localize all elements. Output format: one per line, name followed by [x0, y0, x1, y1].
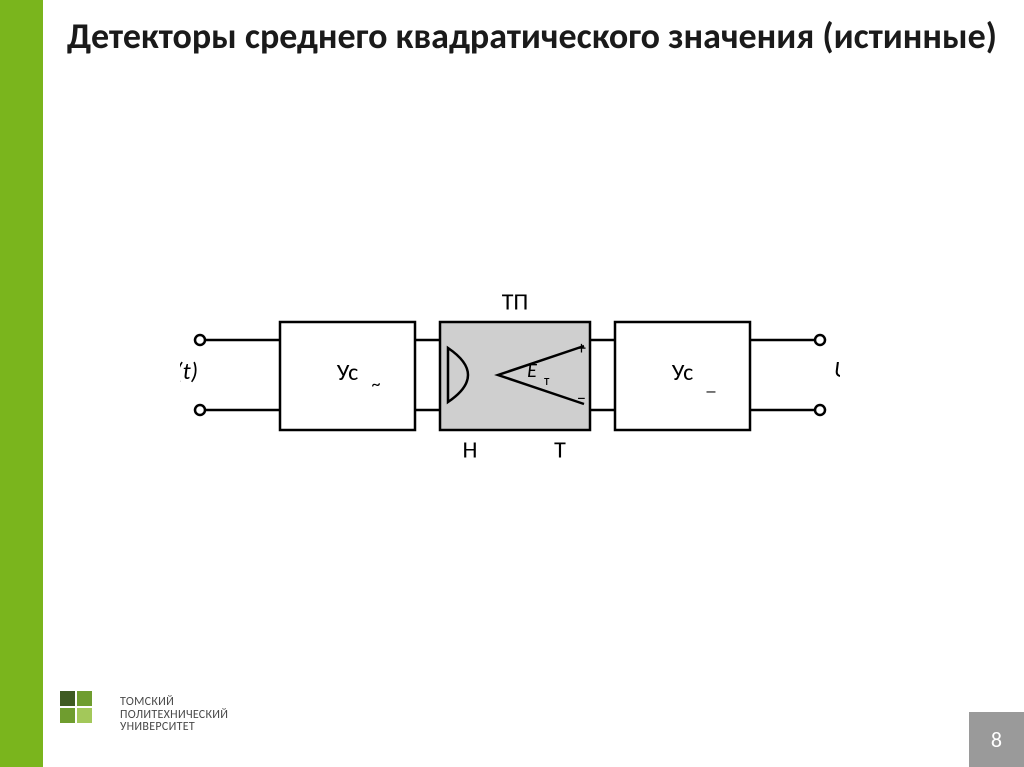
svg-text:_: _	[707, 373, 716, 395]
svg-text:Т: Т	[554, 436, 566, 465]
svg-text:U: U	[834, 355, 840, 384]
logo-icon	[60, 691, 108, 739]
svg-text:u(t): u(t)	[180, 357, 198, 386]
slide-title: Детекторы среднего квадратического значе…	[60, 15, 1004, 58]
logo-line3: УНИВЕРСИТЕТ	[120, 721, 228, 734]
svg-text:E: E	[527, 359, 537, 383]
block-diagram: u(t)Ус~ТПНТEт+−Ус_Uвых	[180, 280, 840, 480]
page-number: 8	[991, 726, 1002, 753]
svg-text:Ус: Ус	[337, 358, 358, 387]
svg-text:Н: Н	[463, 436, 478, 465]
logo-line1: ТОМСКИЙ	[120, 696, 228, 709]
svg-text:Ус: Ус	[672, 358, 693, 387]
svg-text:т: т	[544, 372, 550, 389]
page-number-badge: 8	[969, 712, 1024, 767]
svg-text:+: +	[577, 337, 586, 359]
svg-text:~: ~	[372, 373, 381, 395]
svg-text:−: −	[577, 387, 586, 409]
left-sidebar	[0, 0, 43, 767]
svg-text:ТП: ТП	[502, 288, 529, 317]
footer-logo: ТОМСКИЙ ПОЛИТЕХНИЧЕСКИЙ УНИВЕРСИТЕТ	[60, 691, 228, 739]
